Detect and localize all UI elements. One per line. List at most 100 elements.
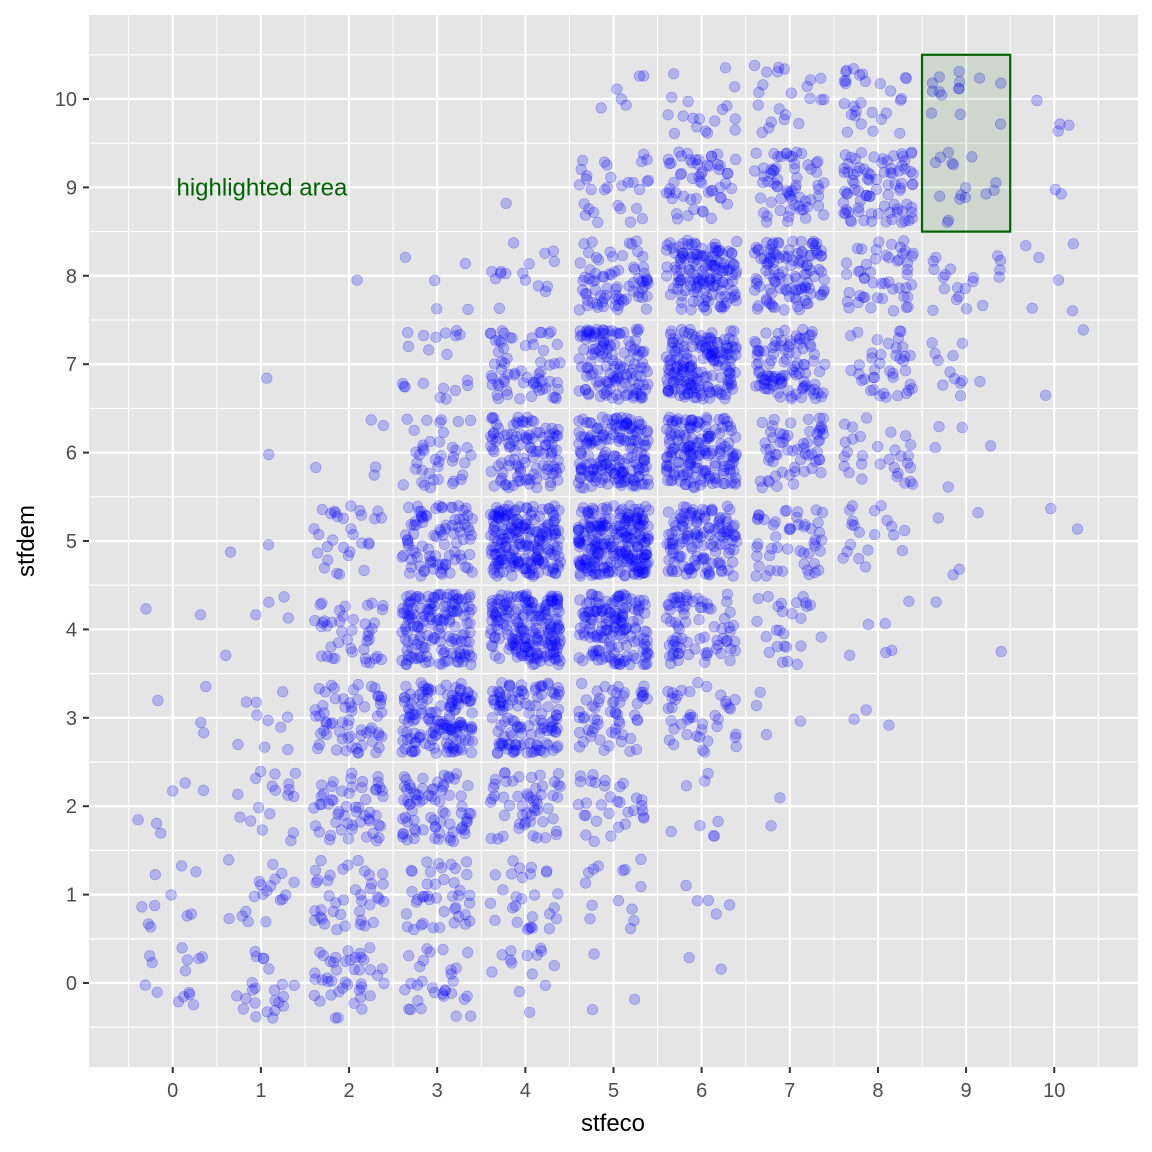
data-point [376, 785, 388, 797]
data-point [236, 910, 248, 922]
data-point [719, 360, 731, 372]
data-point [245, 815, 257, 827]
data-point [614, 796, 626, 809]
data-point [666, 701, 678, 714]
data-point [542, 739, 554, 751]
data-point [486, 966, 498, 978]
data-point [844, 649, 856, 661]
data-point [521, 641, 534, 653]
data-point [518, 818, 531, 831]
data-point [314, 995, 326, 1007]
data-point [426, 707, 439, 719]
data-point [899, 71, 912, 84]
data-point [756, 416, 768, 429]
data-point [804, 92, 816, 104]
data-point [683, 648, 695, 661]
data-point [415, 651, 427, 664]
data-point [515, 739, 527, 751]
data-point [612, 681, 624, 693]
data-point [447, 975, 459, 987]
data-point [422, 683, 435, 696]
data-point [263, 539, 275, 551]
data-point [315, 798, 328, 811]
data-point [552, 768, 565, 780]
data-point [547, 744, 559, 756]
data-point [342, 945, 354, 957]
data-point [589, 776, 601, 789]
data-point [417, 954, 430, 967]
data-point [778, 628, 790, 640]
data-point [426, 634, 438, 646]
data-point [604, 463, 616, 475]
data-point [721, 168, 733, 180]
data-point [630, 323, 642, 336]
data-point [486, 614, 498, 627]
data-point [359, 865, 371, 877]
data-point [339, 600, 351, 613]
data-point [809, 456, 822, 468]
data-point [457, 469, 469, 481]
data-point [531, 740, 543, 752]
data-point [408, 832, 420, 845]
data-point [761, 66, 773, 78]
data-point [489, 914, 501, 926]
data-point [815, 631, 827, 643]
data-point [524, 868, 537, 880]
data-point [715, 963, 727, 975]
data-point [435, 526, 447, 538]
data-point [617, 729, 629, 741]
data-point [551, 791, 564, 803]
data-point [282, 711, 294, 723]
data-point [450, 1010, 462, 1022]
data-point [464, 897, 476, 909]
data-point [529, 782, 542, 794]
data-point [887, 305, 900, 317]
data-point [726, 341, 739, 353]
data-point [464, 695, 476, 707]
data-point [455, 807, 468, 819]
data-point [417, 642, 430, 654]
data-point [442, 742, 454, 754]
data-point [817, 412, 829, 424]
data-point [700, 647, 712, 659]
data-point [995, 645, 1007, 658]
data-point [583, 203, 595, 215]
data-point [463, 695, 475, 708]
data-point [535, 327, 548, 339]
data-point [551, 742, 563, 754]
data-point [795, 235, 807, 248]
data-point [499, 767, 511, 779]
data-point [1049, 183, 1061, 196]
data-point [429, 832, 441, 844]
data-point [361, 635, 373, 647]
data-point [487, 685, 499, 698]
data-point [455, 635, 467, 648]
data-point [552, 658, 565, 671]
data-point [414, 960, 426, 973]
data-point [588, 713, 601, 725]
data-point [443, 772, 455, 784]
x-tick-label: 10 [1043, 1080, 1065, 1102]
y-tick-label: 4 [66, 619, 77, 641]
data-point [364, 942, 376, 954]
data-point [277, 686, 289, 698]
data-point [717, 454, 729, 467]
data-point [516, 809, 529, 821]
data-point [607, 696, 619, 709]
data-point [378, 895, 390, 908]
x-tick-label: 6 [696, 1080, 707, 1102]
data-point [668, 556, 680, 568]
data-point [326, 717, 339, 729]
data-point [327, 905, 339, 918]
data-point [702, 735, 714, 747]
data-point [276, 978, 288, 991]
data-point [724, 606, 736, 618]
data-point [410, 825, 422, 837]
data-point [540, 866, 553, 878]
data-point [410, 788, 422, 801]
data-point [427, 922, 439, 934]
data-point [592, 696, 605, 708]
data-point [550, 393, 562, 405]
data-point [337, 982, 349, 994]
data-point [838, 97, 850, 110]
